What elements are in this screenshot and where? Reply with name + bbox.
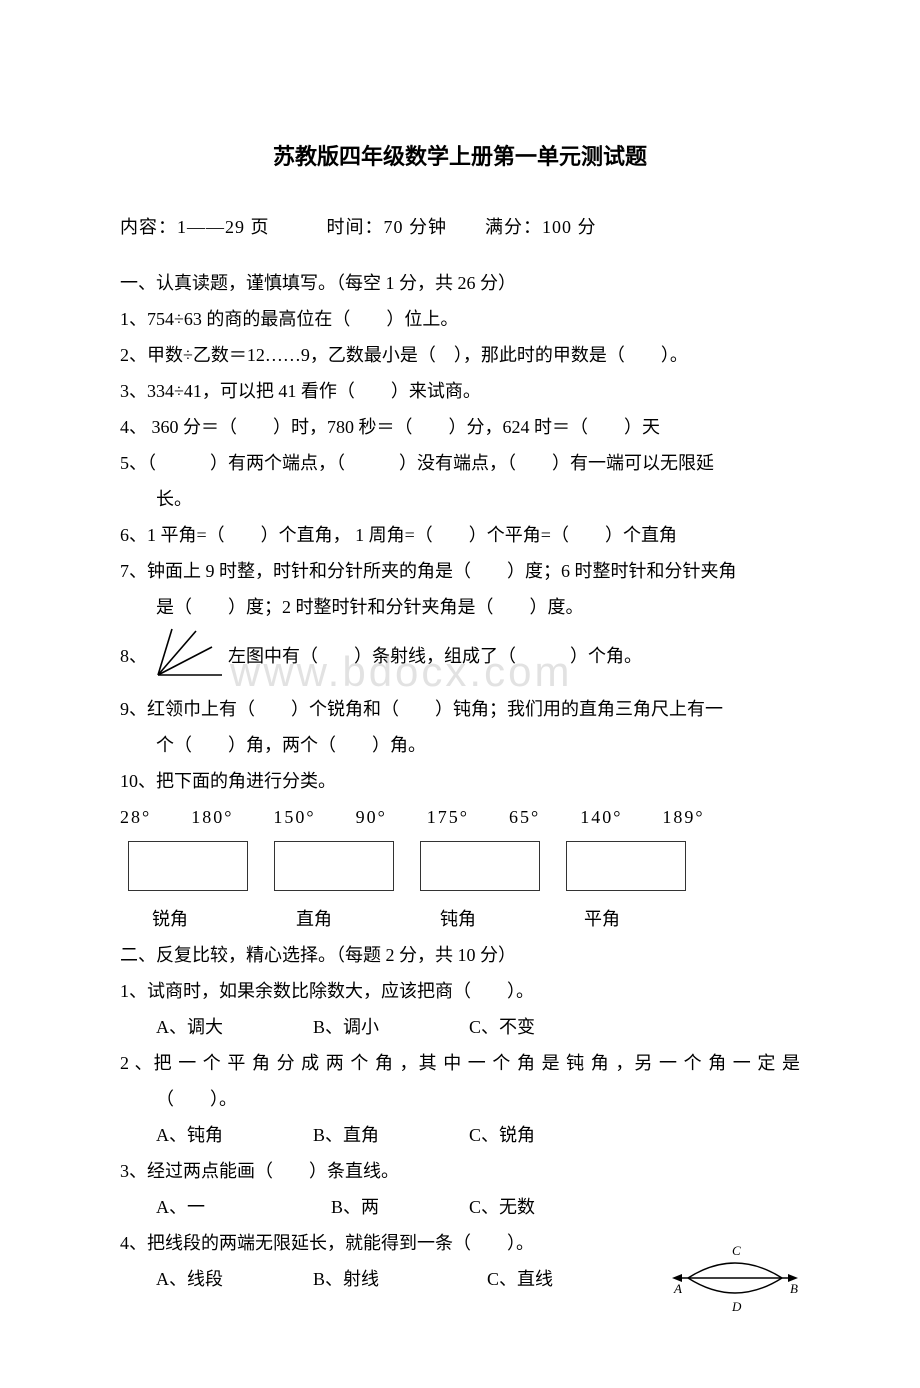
- q1-7: 7、钟面上 9 时整，时针和分针所夹的角是（ ）度；6 时整时针和分针夹角: [120, 553, 800, 589]
- q2-2: 2 、把 一 个 平 角 分 成 两 个 角 ，其 中 一 个 角 是 钝 角 …: [120, 1045, 800, 1081]
- label-C: C: [732, 1243, 741, 1258]
- q1-7b: 是（ ）度；2 时整时针和分针夹角是（ ）度。: [120, 589, 800, 625]
- q1-2: 2、甲数÷乙数＝12……9，乙数最小是（ ），那此时的甲数是（ ）。: [120, 337, 800, 373]
- page-title: 苏教版四年级数学上册第一单元测试题: [120, 135, 800, 179]
- q1-8-text: 左图中有（ ）条射线，组成了（ ）个角。: [228, 646, 642, 666]
- q1-10: 10、把下面的角进行分类。: [120, 763, 800, 799]
- q2-1: 1、试商时，如果余数比除数大，应该把商（ ）。: [120, 973, 800, 1009]
- box-obtuse: [420, 841, 540, 891]
- q1-4: 4、 360 分＝（ ）时，780 秒＝（ ）分，624 时＝（ ）天: [120, 409, 800, 445]
- q1-8: 8、 左图中有（ ）条射线，组成了（ ）个角。: [120, 625, 800, 691]
- label-straight: 平角: [584, 901, 718, 937]
- q1-9: 9、红领巾上有（ ）个锐角和（ ）钝角；我们用的直角三角尺上有一: [120, 691, 800, 727]
- q2-4-options: A、线段 B、射线 C、直线 A B C D: [120, 1261, 800, 1297]
- q1-8-prefix: 8、: [120, 646, 147, 666]
- q1-9b: 个（ ）角，两个（ ）角。: [120, 727, 800, 763]
- rays-diagram-icon: [152, 625, 224, 691]
- q2-2-options: A、钝角 B、直角 C、锐角: [120, 1117, 800, 1153]
- q2-4-options-text: A、线段 B、射线 C、直线: [156, 1269, 553, 1289]
- label-right: 直角: [296, 901, 430, 937]
- section1-heading: 一、认真读题，谨慎填写。（每空 1 分，共 26 分）: [120, 265, 800, 301]
- q2-3: 3、经过两点能画（ ）条直线。: [120, 1153, 800, 1189]
- lens-diagram-icon: A B C D: [670, 1243, 800, 1325]
- box-straight: [566, 841, 686, 891]
- test-meta: 内容：1——29 页 时间：70 分钟 满分：100 分: [120, 209, 800, 245]
- label-acute: 锐角: [152, 901, 286, 937]
- box-acute: [128, 841, 248, 891]
- q1-6: 6、1 平角=（ ）个直角， 1 周角=（ ）个平角=（ ）个直角: [120, 517, 800, 553]
- q2-2b: （ ）。: [120, 1081, 800, 1117]
- box-right: [274, 841, 394, 891]
- label-D: D: [731, 1299, 742, 1313]
- q1-3: 3、334÷41，可以把 41 看作（ ）来试商。: [120, 373, 800, 409]
- q1-1: 1、754÷63 的商的最高位在（ ）位上。: [120, 301, 800, 337]
- q1-5b: 长。: [120, 481, 800, 517]
- label-A: A: [673, 1281, 682, 1296]
- section2-heading: 二、反复比较，精心选择。（每题 2 分，共 10 分）: [120, 937, 800, 973]
- angle-values: 28° 180° 150° 90° 175° 65° 140° 189°: [120, 799, 800, 835]
- classification-boxes: [128, 841, 800, 891]
- label-obtuse: 钝角: [440, 901, 574, 937]
- q2-1-options: A、调大 B、调小 C、不变: [120, 1009, 800, 1045]
- label-B: B: [790, 1281, 798, 1296]
- q1-5: 5、（ ）有两个端点，（ ）没有端点，（ ）有一端可以无限延: [120, 445, 800, 481]
- box-labels-row: 锐角 直角 钝角 平角: [152, 901, 800, 937]
- q2-3-options: A、一 B、两 C、无数: [120, 1189, 800, 1225]
